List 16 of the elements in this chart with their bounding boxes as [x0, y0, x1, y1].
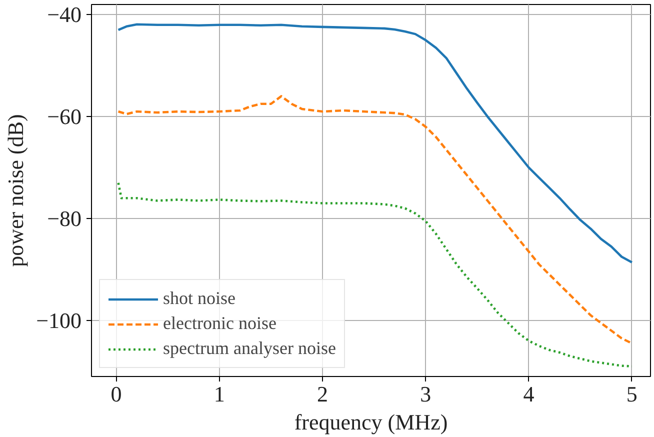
x-tick-label: 5: [626, 382, 638, 406]
y-tick-label: −100: [36, 308, 82, 333]
line-series: [117, 23, 634, 264]
legend-label: shot noise: [163, 288, 236, 309]
x-tick-label: 3: [420, 382, 432, 406]
y-axis-title: power noise (dB): [3, 114, 28, 267]
y-tick-label: −60: [47, 104, 82, 130]
x-axis-title: frequency (MHz): [294, 410, 448, 434]
y-tick-label: −40: [47, 2, 82, 28]
x-tick-label: 2: [317, 382, 328, 406]
x-tick-label: 4: [523, 382, 534, 406]
legend-label: spectrum analyser noise: [163, 338, 336, 359]
y-tick-label: −80: [47, 206, 82, 232]
x-tick-label: 1: [214, 382, 225, 406]
legend-label: electronic noise: [163, 313, 276, 334]
x-tick-label: 0: [110, 382, 122, 406]
